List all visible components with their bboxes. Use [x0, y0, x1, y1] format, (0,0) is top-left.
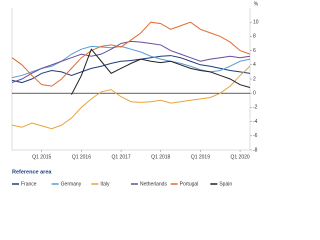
legend-label: Spain [219, 181, 232, 187]
x-tick-label: Q1 2017 [111, 154, 130, 160]
legend-label: Germany [61, 181, 82, 187]
series-line [11, 21, 251, 87]
y-tick-label: 10 [253, 20, 259, 26]
series-line [11, 55, 251, 84]
chart: % Reference area -8 -6 -4 -2 0 2 4 6 8 10 Q1 2015 Q… [11, 1, 259, 187]
y-axis-label: % [254, 1, 259, 7]
y-tick-label: -6 [253, 133, 258, 139]
y-tick-label: 0 [253, 91, 256, 97]
series-line [71, 48, 251, 95]
y-tick-label: -2 [253, 105, 258, 111]
series-line [11, 65, 251, 130]
x-tick-label: Q1 2019 [191, 154, 210, 160]
y-tick-label: 8 [253, 34, 256, 40]
series-line [11, 40, 251, 84]
x-tick-label: Q1 2020 [230, 154, 249, 160]
x-tick-label: Q1 2015 [32, 154, 51, 160]
legend-title: Reference area [12, 169, 52, 175]
y-tick-label: 4 [253, 62, 256, 68]
y-tick-label: -4 [253, 119, 258, 125]
y-tick-label: -8 [253, 147, 258, 153]
legend-label: Italy [100, 181, 110, 187]
page: {"chart_data": {"type": "line", "y_label… [11, 1, 259, 188]
x-tick-label: Q1 2018 [151, 154, 170, 160]
legend-label: France [21, 181, 37, 187]
legend-label: Netherlands [140, 181, 167, 187]
legend-label: Portugal [180, 181, 199, 187]
y-tick-label: 6 [253, 48, 256, 54]
y-tick-label: 2 [253, 76, 256, 82]
x-tick-label: Q1 2016 [72, 154, 91, 160]
